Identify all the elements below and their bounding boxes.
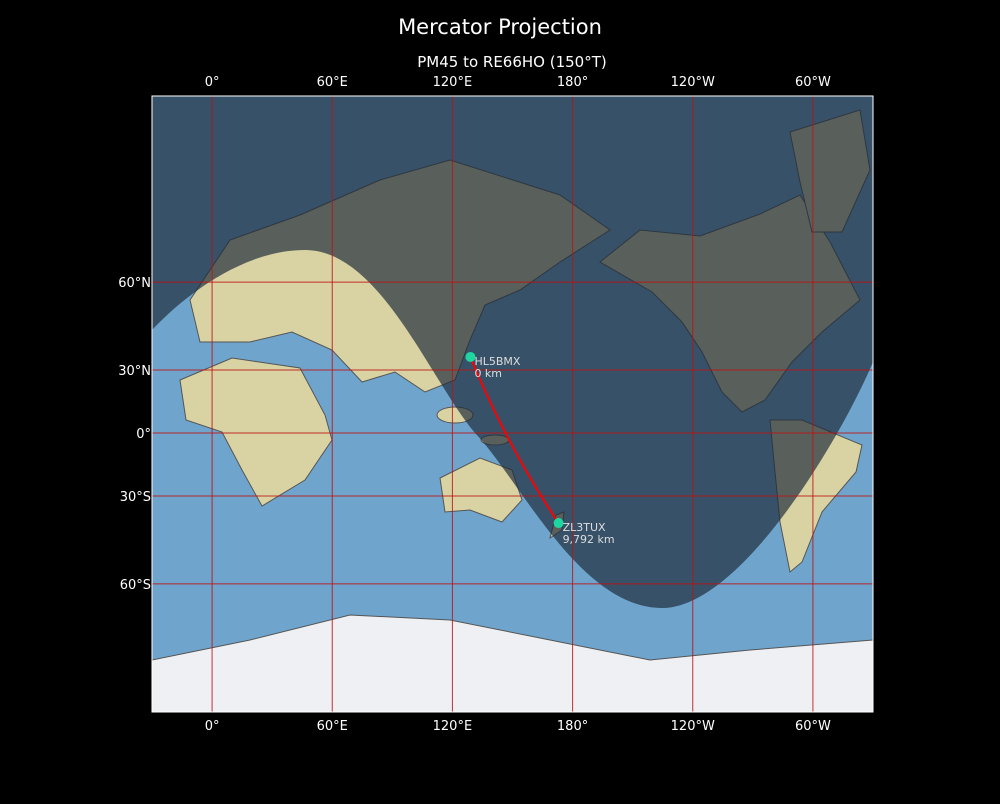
lat-tick-label: 30°S	[120, 490, 151, 505]
lon-tick-label-bottom: 180°	[557, 719, 588, 734]
lon-tick-label-bottom: 60°W	[795, 719, 831, 734]
station-distance: 9,792 km	[563, 533, 615, 546]
map-subtitle: PM45 to RE66HO (150°T)	[417, 53, 607, 71]
lat-tick-label: 60°N	[118, 276, 151, 291]
graticule	[152, 96, 873, 712]
figure-title: Mercator Projection	[398, 15, 602, 39]
great-circle-path	[469, 356, 560, 524]
africa	[179, 357, 333, 507]
lon-tick-label-bottom: 120°W	[671, 719, 715, 734]
station-marker[interactable]	[465, 351, 476, 362]
lon-tick-label-bottom: 60°E	[317, 719, 348, 734]
australia	[439, 457, 523, 523]
station-marker[interactable]	[553, 518, 564, 529]
station-callsign: HL5BMX	[474, 355, 520, 368]
lat-tick-label: 0°	[136, 427, 151, 442]
lat-tick-label: 60°S	[120, 578, 151, 593]
axis-ticks: 0° 0° 60°E 60°E 120°E 120°E 180° 180° 120°W 120°W…	[118, 75, 831, 734]
lon-tick-label-top: 120°W	[671, 75, 715, 90]
station-distance: 0 km	[474, 367, 502, 380]
lon-tick-label-top: 120°E	[433, 75, 473, 90]
lat-tick-label: 30°N	[118, 364, 151, 379]
lon-tick-label-top: 0°	[205, 75, 220, 90]
lon-tick-label-bottom: 120°E	[433, 719, 473, 734]
station-callsign: ZL3TUX	[563, 521, 606, 534]
lon-tick-label-top: 180°	[557, 75, 588, 90]
lon-tick-label-top: 60°E	[317, 75, 348, 90]
lon-tick-label-top: 60°W	[795, 75, 831, 90]
map-frame	[151, 95, 874, 713]
lon-tick-label-bottom: 0°	[205, 719, 220, 734]
